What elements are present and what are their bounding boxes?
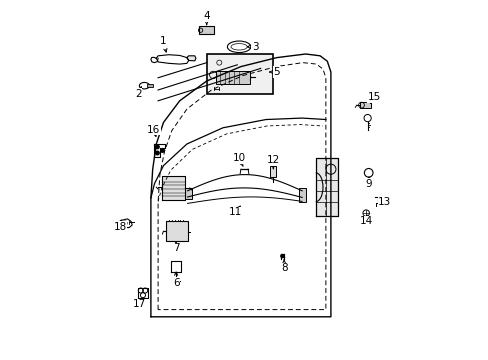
Text: 3: 3 (247, 42, 258, 52)
Text: 4: 4 (203, 11, 209, 24)
Bar (147, 84, 152, 87)
Text: 1: 1 (160, 36, 166, 52)
Circle shape (280, 255, 283, 257)
Text: 14: 14 (360, 215, 373, 226)
Polygon shape (186, 56, 196, 61)
Bar (298, 188, 306, 202)
Circle shape (155, 145, 159, 149)
Text: 2: 2 (135, 87, 142, 99)
Text: 7: 7 (172, 242, 179, 253)
Text: 16: 16 (147, 125, 160, 136)
Bar (199, 26, 213, 34)
Text: 6: 6 (172, 272, 179, 288)
Circle shape (160, 149, 164, 152)
Text: 10: 10 (232, 153, 245, 166)
Polygon shape (316, 158, 337, 216)
Bar (360, 102, 370, 108)
Bar (269, 166, 276, 177)
Text: 11: 11 (228, 206, 242, 217)
Text: 8: 8 (280, 260, 287, 273)
Text: 15: 15 (366, 92, 380, 103)
Polygon shape (162, 176, 185, 200)
Text: 13: 13 (378, 197, 391, 207)
Circle shape (155, 151, 159, 155)
Bar (185, 188, 191, 199)
Bar (206, 54, 273, 94)
Text: 9: 9 (365, 177, 371, 189)
Text: 12: 12 (266, 155, 279, 168)
Polygon shape (156, 55, 188, 64)
Polygon shape (118, 219, 132, 228)
Text: 17: 17 (132, 298, 146, 309)
Text: 18: 18 (113, 222, 127, 232)
Polygon shape (153, 144, 165, 157)
Text: 5: 5 (269, 67, 280, 77)
Bar (215, 71, 249, 84)
Polygon shape (138, 288, 148, 298)
Bar (166, 221, 187, 241)
